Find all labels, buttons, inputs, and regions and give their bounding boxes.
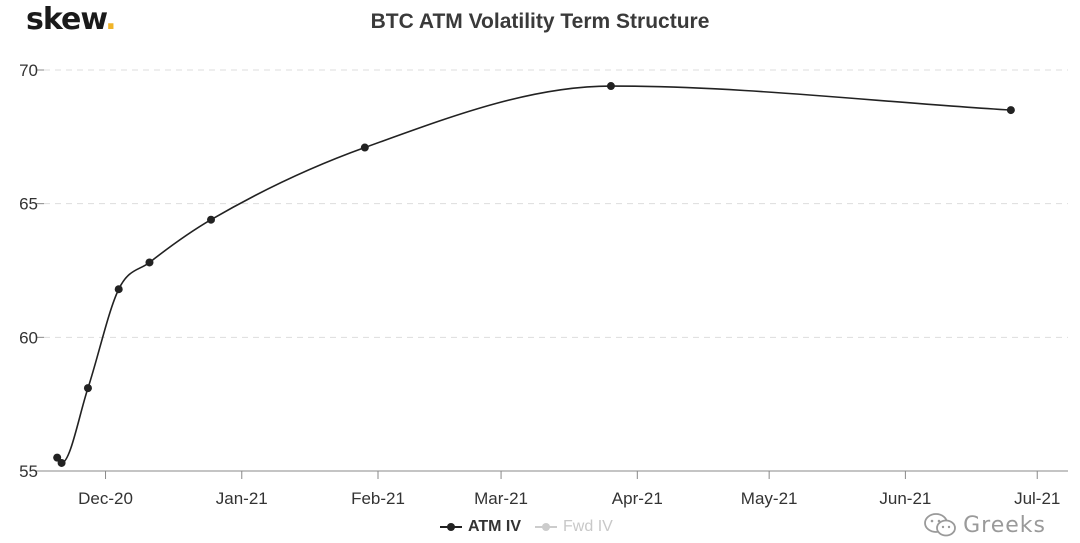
legend-atm-iv-marker — [440, 523, 462, 531]
atm-iv-point — [606, 82, 615, 91]
atm-iv-point — [57, 458, 66, 467]
grid-lines — [44, 69, 1068, 338]
x-tick-label: Feb-21 — [351, 489, 405, 508]
atm-iv-line — [56, 85, 1011, 464]
legend-item-fwd-iv[interactable]: Fwd IV — [535, 518, 613, 536]
atm-iv-point — [83, 384, 92, 393]
x-tick-label: Mar-21 — [474, 489, 528, 508]
atm-iv-point — [53, 453, 62, 462]
atm-iv-point — [114, 285, 123, 294]
wechat-icon — [924, 513, 957, 537]
y-axis: 55 60 65 70 — [19, 61, 44, 481]
x-tick-label: Dec-20 — [78, 489, 133, 508]
legend-fwd-iv-label: Fwd IV — [563, 518, 613, 535]
atm-iv-point — [1006, 106, 1015, 115]
atm-iv-point — [360, 143, 369, 152]
legend: ATM IV Fwd IV — [440, 518, 613, 536]
y-tick-label: 70 — [19, 61, 38, 80]
x-axis: Dec-20 Jan-21 Feb-21 Mar-21 Apr-21 May-21 Jun-… — [44, 470, 1068, 508]
watermark-text: Greeks — [963, 512, 1046, 538]
chart-title: BTC ATM Volatility Term Structure — [370, 10, 710, 33]
y-tick-label: 60 — [19, 328, 38, 347]
x-tick-label: Apr-21 — [612, 489, 663, 508]
series-layer — [53, 82, 1015, 467]
x-tick-label: May-21 — [741, 489, 798, 508]
brand-dot: . — [105, 2, 116, 37]
y-tick-label: 55 — [19, 462, 38, 481]
atm-iv-point — [207, 215, 216, 224]
skew-logo: skew. — [26, 2, 117, 37]
watermark: Greeks — [923, 512, 1046, 538]
legend-item-atm-iv[interactable]: ATM IV — [440, 518, 521, 536]
x-tick-label: Jun-21 — [879, 489, 931, 508]
legend-fwd-iv-marker — [535, 523, 558, 531]
x-tick-label: Jan-21 — [216, 489, 268, 508]
atm-iv-point — [145, 258, 154, 267]
legend-atm-iv-label: ATM IV — [468, 518, 522, 535]
brand-name: skew — [26, 2, 106, 37]
x-tick-label: Jul-21 — [1014, 489, 1060, 508]
y-tick-label: 65 — [19, 195, 38, 214]
